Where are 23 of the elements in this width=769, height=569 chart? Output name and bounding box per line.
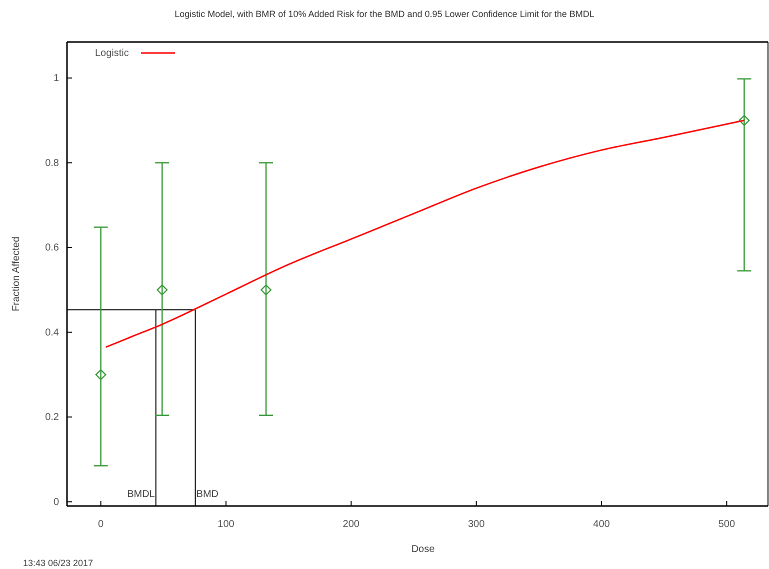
y-tick-label: 0.4 bbox=[45, 327, 60, 338]
y-tick-label: 0.8 bbox=[45, 158, 60, 169]
x-tick-label: 200 bbox=[342, 519, 360, 530]
y-tick-label: 0.2 bbox=[45, 412, 60, 424]
point bbox=[95, 369, 106, 380]
x-tick-label: 0 bbox=[98, 519, 104, 530]
x-tick-label: 400 bbox=[593, 519, 610, 530]
y-tick-label: 1 bbox=[53, 73, 60, 84]
y-tick-label: 0.6 bbox=[45, 242, 60, 254]
point bbox=[260, 284, 272, 296]
x-tick-label: 500 bbox=[718, 519, 736, 530]
legend-label: Logistic bbox=[95, 48, 129, 59]
y-tick-label: 0 bbox=[53, 496, 60, 508]
point bbox=[156, 284, 168, 296]
y-axis-title: Fraction Affected bbox=[11, 236, 22, 312]
ref-line-label: BMD bbox=[196, 489, 219, 500]
ref-line-label: BMDL bbox=[127, 489, 156, 500]
x-tick-label: 100 bbox=[218, 519, 235, 530]
x-tick-label: 300 bbox=[468, 519, 486, 530]
x-axis-title: Dose bbox=[411, 544, 436, 555]
text: 13:43 06/23 2017 bbox=[23, 558, 94, 568]
point bbox=[738, 114, 750, 126]
chart-title: Logistic Model, with BMR of 10% Added Risk for the BMD and 0.95 Lower Confidence Limit for the BMDL bbox=[174, 9, 594, 19]
